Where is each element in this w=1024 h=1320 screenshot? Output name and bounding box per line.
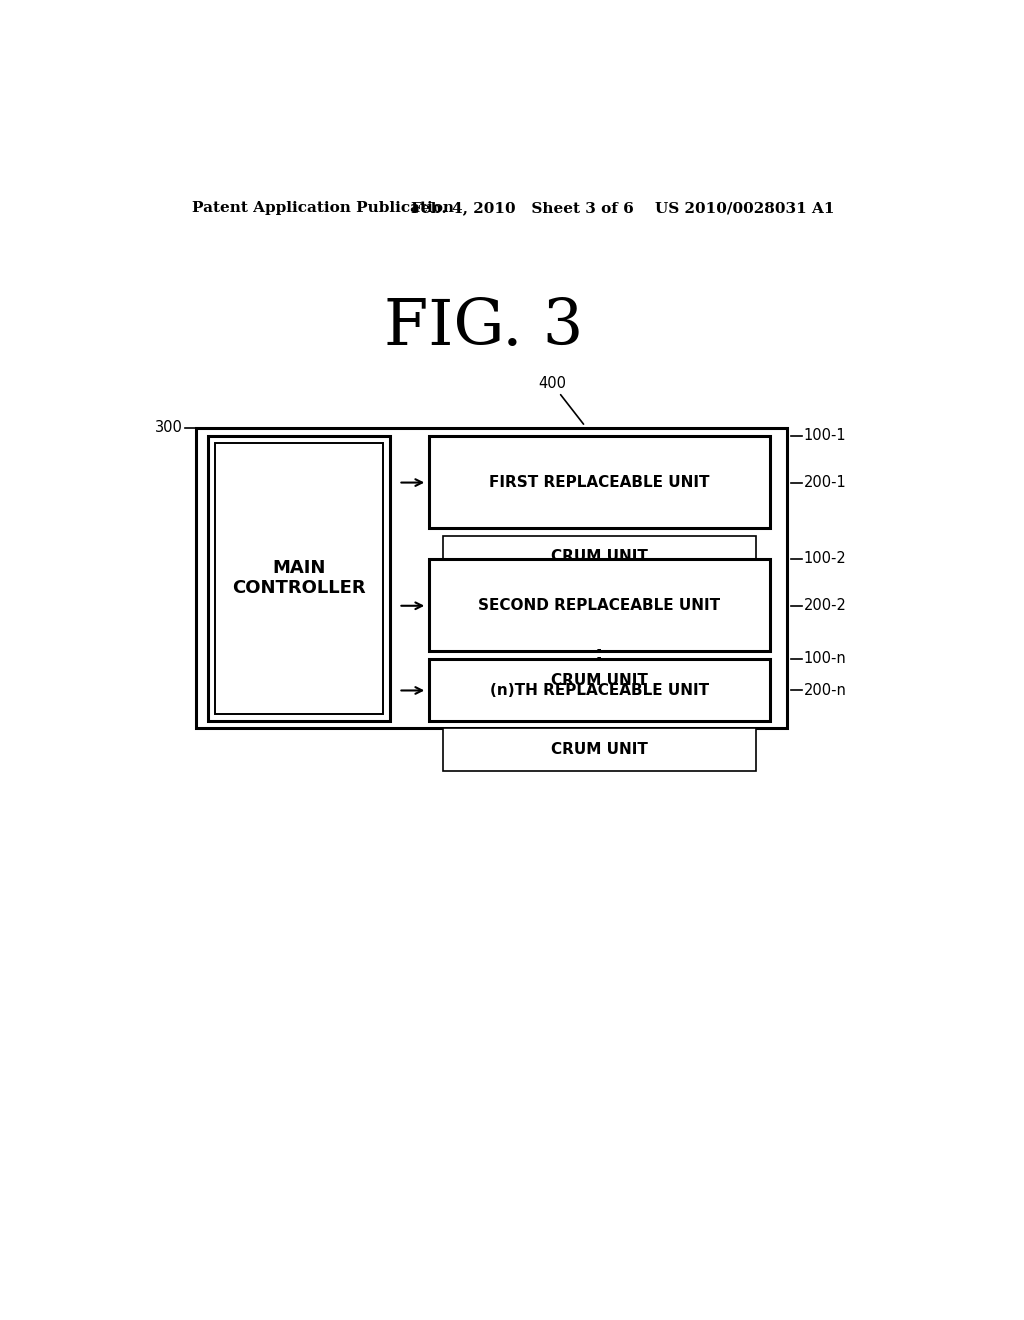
Text: 200-1: 200-1 <box>804 475 847 490</box>
Text: CRUM UNIT: CRUM UNIT <box>551 673 647 688</box>
Bar <box>429 558 770 651</box>
Text: (n)TH REPLACEABLE UNIT: (n)TH REPLACEABLE UNIT <box>489 682 709 698</box>
Bar <box>215 442 383 714</box>
Text: 100-n: 100-n <box>804 651 847 667</box>
Text: Patent Application Publication: Patent Application Publication <box>193 202 455 215</box>
Text: 100-1: 100-1 <box>804 428 847 444</box>
Text: 300: 300 <box>156 420 183 436</box>
Text: FIRST REPLACEABLE UNIT: FIRST REPLACEABLE UNIT <box>488 475 710 490</box>
Text: FIG. 3: FIG. 3 <box>384 297 583 358</box>
Text: MAIN
CONTROLLER: MAIN CONTROLLER <box>232 558 366 598</box>
Bar <box>442 659 756 701</box>
Bar <box>429 659 770 721</box>
Bar <box>442 536 756 578</box>
Text: Feb. 4, 2010   Sheet 3 of 6: Feb. 4, 2010 Sheet 3 of 6 <box>411 202 634 215</box>
Bar <box>208 436 390 721</box>
Bar <box>429 436 770 528</box>
Text: 400: 400 <box>539 376 566 391</box>
Bar <box>197 428 786 729</box>
Bar <box>442 729 756 771</box>
Text: CRUM UNIT: CRUM UNIT <box>551 742 647 756</box>
Text: :: : <box>595 645 603 665</box>
Text: 200-2: 200-2 <box>804 598 847 614</box>
Text: 100-2: 100-2 <box>804 552 847 566</box>
Text: SECOND REPLACEABLE UNIT: SECOND REPLACEABLE UNIT <box>478 598 720 614</box>
Text: CRUM UNIT: CRUM UNIT <box>551 549 647 565</box>
Text: 200-n: 200-n <box>804 682 847 698</box>
Text: US 2010/0028031 A1: US 2010/0028031 A1 <box>655 202 835 215</box>
